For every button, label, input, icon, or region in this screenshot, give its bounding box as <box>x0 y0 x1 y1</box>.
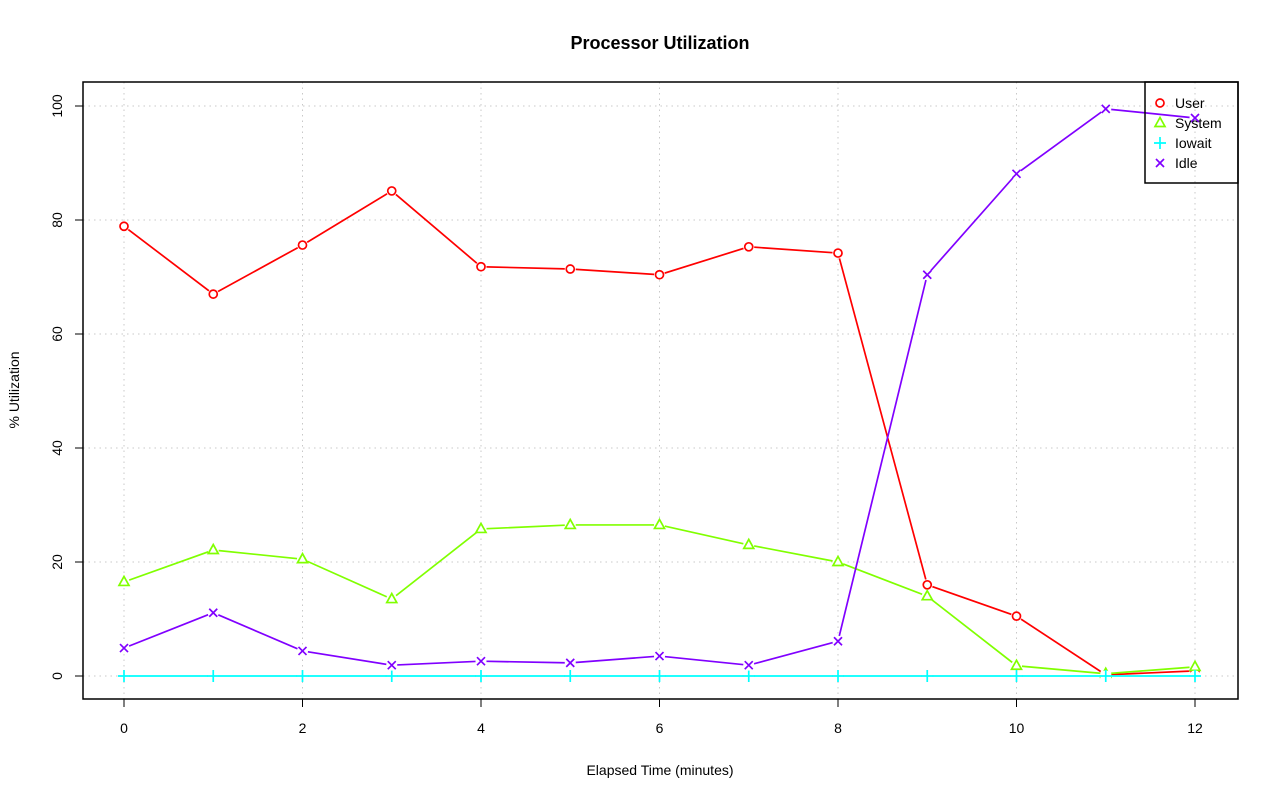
data-point <box>208 608 218 618</box>
data-point <box>1011 611 1022 622</box>
x-tick-label: 6 <box>656 720 664 736</box>
data-point <box>654 269 665 280</box>
data-point <box>206 542 220 555</box>
legend-marker-idle <box>1155 158 1165 168</box>
data-point <box>742 537 756 550</box>
data-point <box>297 240 308 250</box>
y-axis-label: % Utilization <box>6 351 22 428</box>
x-axis-label: Elapsed Time (minutes) <box>586 762 733 778</box>
x-tick-label: 12 <box>1187 720 1203 736</box>
legend-label-user: User <box>1175 95 1205 111</box>
legend-label-idle: Idle <box>1175 155 1198 171</box>
data-point <box>831 554 845 567</box>
data-point <box>833 248 843 258</box>
y-tick-label: 0 <box>49 672 65 680</box>
y-tick-label: 80 <box>49 212 65 228</box>
data-point <box>1190 113 1200 123</box>
data-point <box>832 670 844 682</box>
grid <box>83 82 1238 699</box>
x-tick-label: 0 <box>120 720 128 736</box>
data-point <box>921 670 934 682</box>
data-point <box>563 517 577 530</box>
legend-box <box>1144 81 1239 184</box>
legend-label-system: System <box>1175 115 1222 131</box>
data-point <box>922 270 932 280</box>
axes: 0 2 4 6 8 10 12 0 20 40 60 80 100 <box>49 94 1203 736</box>
data-point <box>1010 658 1023 671</box>
series-user <box>118 185 1201 681</box>
y-tick-label: 60 <box>49 326 65 342</box>
legend-label-iowait: Iowait <box>1175 135 1212 151</box>
data-point <box>653 670 666 682</box>
data-point <box>1101 104 1111 114</box>
data-point <box>385 591 399 604</box>
data-point <box>654 651 665 661</box>
data-point <box>565 264 576 274</box>
data-point <box>476 261 486 272</box>
data-point <box>1011 169 1022 179</box>
data-point <box>386 186 397 196</box>
legend: User System Iowait Idle <box>1144 81 1239 184</box>
data-point <box>833 636 843 646</box>
chart-title: Processor Utilization <box>570 33 749 53</box>
series-iowait <box>118 670 1201 682</box>
data-point <box>565 658 575 668</box>
x-tick-label: 10 <box>1009 720 1025 736</box>
data-point <box>207 670 220 682</box>
legend-marker-iowait <box>1154 137 1166 149</box>
data-point <box>296 551 309 564</box>
plot-frame <box>82 81 1239 700</box>
data-point <box>475 670 487 682</box>
legend-marker-user <box>1155 98 1165 108</box>
y-tick-label: 40 <box>49 440 65 456</box>
data-point <box>920 588 934 601</box>
data-point <box>564 670 577 682</box>
data-point <box>1010 670 1023 682</box>
y-tick-label: 20 <box>49 554 65 570</box>
y-tick-label: 100 <box>49 94 65 118</box>
series-layer <box>117 103 1202 682</box>
data-point <box>297 646 308 656</box>
data-point <box>744 660 754 670</box>
data-point <box>119 643 129 653</box>
data-point <box>742 670 755 682</box>
data-point <box>476 656 486 666</box>
data-point <box>117 574 131 587</box>
data-point <box>387 660 397 670</box>
x-tick-label: 8 <box>834 720 842 736</box>
data-point <box>296 670 309 682</box>
data-point <box>653 517 666 530</box>
series-idle <box>118 103 1201 671</box>
x-tick-label: 2 <box>299 720 307 736</box>
data-point <box>385 670 398 682</box>
data-point <box>1189 670 1201 682</box>
data-point <box>208 289 219 299</box>
data-point <box>119 221 129 232</box>
x-tick-label: 4 <box>477 720 485 736</box>
legend-marker-system <box>1153 115 1167 128</box>
data-point <box>922 579 933 590</box>
data-point <box>474 521 488 534</box>
data-point <box>743 241 754 252</box>
data-point <box>118 670 130 682</box>
data-point <box>1099 670 1112 682</box>
